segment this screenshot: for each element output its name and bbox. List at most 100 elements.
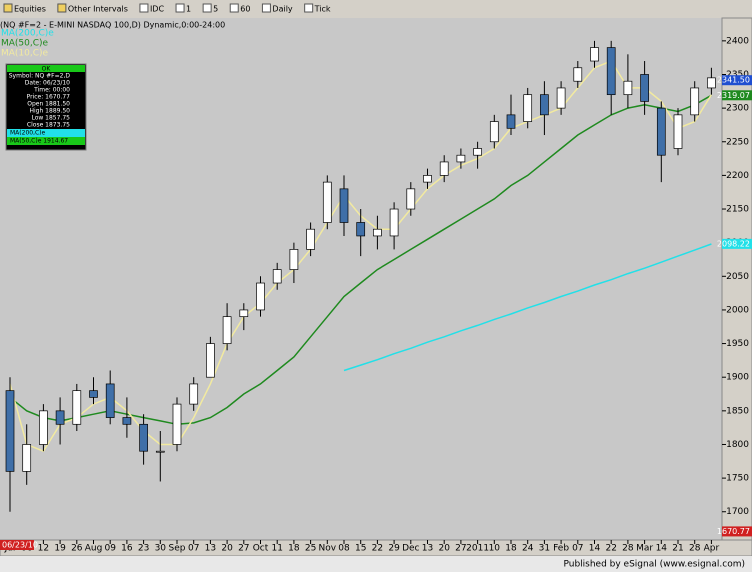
candle-body xyxy=(89,390,98,398)
x-tick-label: 30 xyxy=(155,544,167,554)
data-window-row: Time: 00:00 xyxy=(33,87,70,94)
x-tick-label: 09 xyxy=(104,544,116,554)
candle-body xyxy=(289,249,299,270)
x-tick-label: 20 xyxy=(438,544,450,554)
price-flag-label: 2341.50 xyxy=(717,76,750,85)
x-tick-label: 22 xyxy=(605,544,616,554)
candle-body xyxy=(656,107,666,156)
price-flag xyxy=(722,238,752,249)
x-tick-label: Aug xyxy=(85,544,103,554)
candle-body xyxy=(690,87,700,116)
x-tick-label: 31 xyxy=(539,544,550,554)
x-tick-label: 28 xyxy=(689,544,701,554)
x-tick-label: 26 xyxy=(71,544,83,554)
ma-line xyxy=(343,243,712,372)
candle-body xyxy=(623,80,633,96)
y-tick-label: 1800 xyxy=(726,440,749,450)
data-window-ma-bg xyxy=(7,137,85,145)
footer-bar xyxy=(0,556,752,572)
candle-body xyxy=(322,181,332,223)
price-axis xyxy=(721,17,752,541)
x-tick-label: Apr xyxy=(704,544,720,554)
x-tick-label: 29 xyxy=(388,544,400,554)
data-window-row: High 1889.50 xyxy=(29,108,70,115)
x-tick-label: Oct xyxy=(253,544,269,554)
toolbar-item: Daily xyxy=(272,5,293,14)
price-flag-label: 2319.07 xyxy=(717,91,750,100)
toolbar-icon xyxy=(304,3,314,13)
data-window-row: Low 1857.75 xyxy=(31,115,70,122)
candle-body xyxy=(122,417,132,425)
data-window-header: OK xyxy=(42,66,52,73)
x-tick-label: 28 xyxy=(622,544,634,554)
candle-body xyxy=(423,175,432,183)
candle-body xyxy=(573,67,583,82)
legend-entry: MA(200,C)e xyxy=(1,29,54,39)
candle-body xyxy=(523,94,533,122)
y-tick-label: 2400 xyxy=(726,36,749,46)
y-tick-label: 2000 xyxy=(726,305,749,315)
x-tick-label: Sep xyxy=(169,544,186,554)
toolbar-icon xyxy=(229,3,239,13)
x-tick-label: 15 xyxy=(355,544,366,554)
x-tick-label: 11 xyxy=(271,544,282,554)
x-tick-label: 13 xyxy=(422,544,433,554)
y-tick-label: 2200 xyxy=(726,171,749,181)
data-window-ma-row: MA(200,C)e xyxy=(10,130,46,137)
candle-body xyxy=(606,47,616,96)
x-tick-label: 18 xyxy=(505,544,517,554)
price-flag-label: 2098.22 xyxy=(717,239,750,248)
candle-body xyxy=(189,383,199,405)
x-tick-label: 18 xyxy=(288,544,300,554)
candle-body xyxy=(105,383,115,418)
toolbar-item: 60 xyxy=(240,5,250,14)
chart-title: (NQ #F=2 - E-MINI NASDAQ 100,D) Dynamic,… xyxy=(0,21,225,30)
candle-body xyxy=(590,47,599,62)
data-window-ma-bg xyxy=(7,129,85,137)
y-tick-label: 2300 xyxy=(726,104,749,114)
data-window-row: Symbol: NQ #F=2,D xyxy=(9,73,71,80)
x-tick-label: Feb xyxy=(553,544,569,554)
x-tick-label: 13 xyxy=(205,544,216,554)
footer: Published by eSignal (www.esignal.com) xyxy=(563,560,745,570)
legend-entry: MA(50,C)e xyxy=(1,39,49,49)
candle-body xyxy=(272,269,282,284)
y-tick-label: 1700 xyxy=(726,507,749,517)
y-tick-label: 2150 xyxy=(726,205,749,215)
candle-body xyxy=(389,208,399,237)
x-tick-label: 14 xyxy=(589,544,601,554)
x-tick-label: Mar xyxy=(636,544,653,554)
x-tick-label: 10 xyxy=(489,544,501,554)
x-tick-label: 08 xyxy=(338,544,350,554)
candle-body xyxy=(22,444,32,472)
candle-body xyxy=(356,222,366,237)
x-tick-label: 25 xyxy=(305,544,316,554)
legend-entry: MA(10,C)e xyxy=(1,49,49,59)
x-tick-label: 14 xyxy=(656,544,668,554)
candle-body xyxy=(222,316,232,344)
candle-body xyxy=(540,94,549,116)
x-tick-label: 07 xyxy=(188,544,199,554)
candle-body xyxy=(206,343,215,378)
toolbar-icon xyxy=(175,3,185,13)
toolbar-item: Tick xyxy=(314,5,331,14)
toolbar-item: Other Intervals xyxy=(68,5,128,14)
toolbar-icon xyxy=(261,3,271,13)
candle-body xyxy=(55,410,65,425)
candle-body xyxy=(155,450,165,453)
y-tick-label: 1750 xyxy=(726,474,749,484)
candle-body xyxy=(473,148,482,156)
toolbar-icon xyxy=(3,3,13,13)
candle-body xyxy=(256,282,265,311)
y-tick-label: 1900 xyxy=(726,373,749,383)
x-tick-label: Dec xyxy=(402,544,419,554)
toolbar-item: Equities xyxy=(14,5,46,14)
y-tick-label: 1950 xyxy=(726,339,749,349)
x-tick-label: 27 xyxy=(238,544,249,554)
x-tick-label: 22 xyxy=(372,544,383,554)
x-tick-label: 12 xyxy=(38,544,49,554)
data-window-row: Close 1873.75 xyxy=(27,122,70,129)
